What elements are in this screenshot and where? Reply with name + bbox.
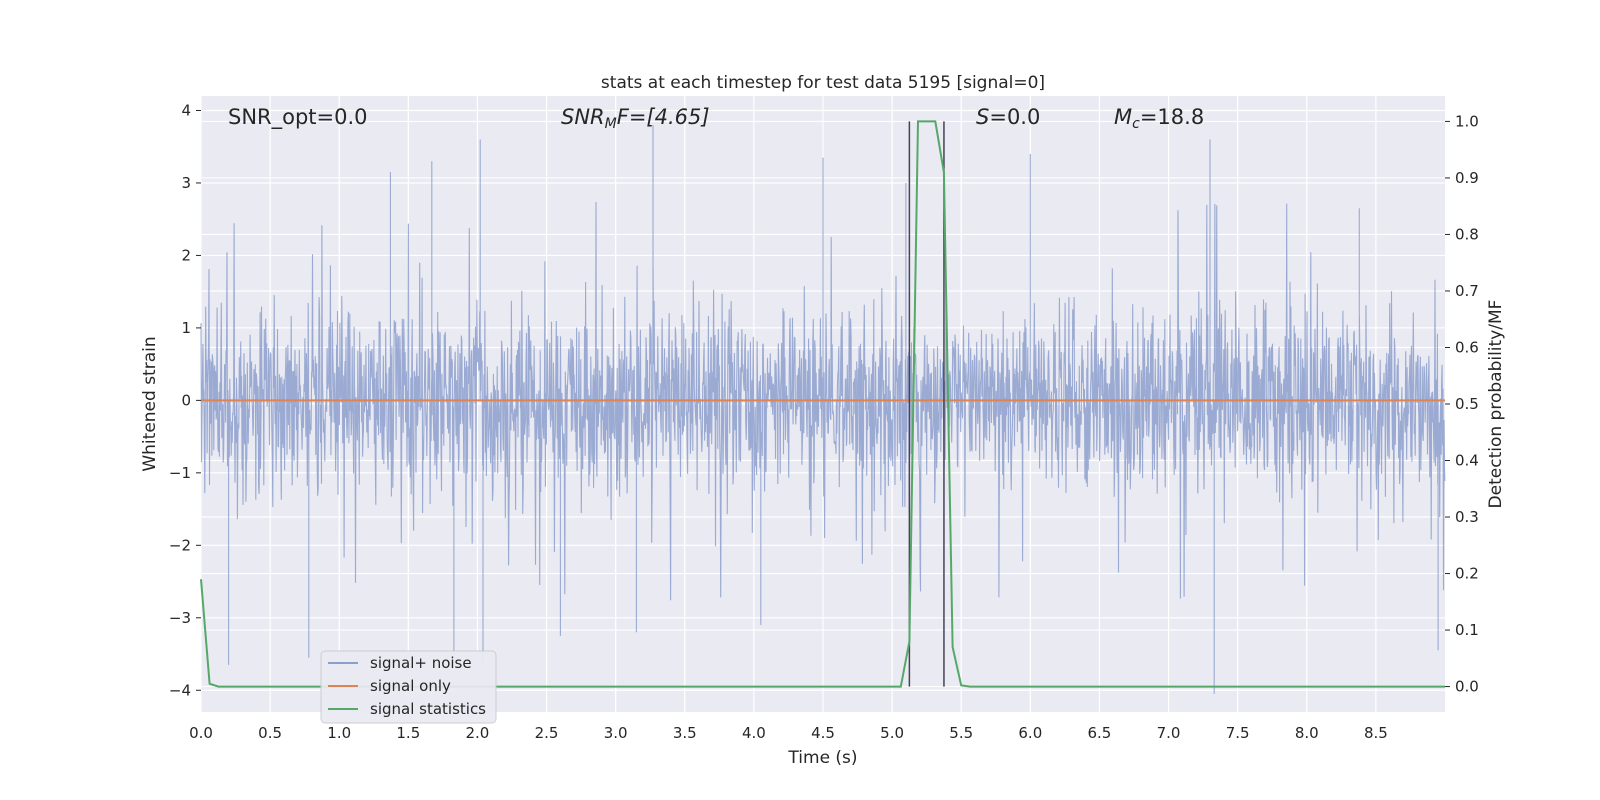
y2-tick-0.8: 0.8: [1455, 225, 1479, 243]
y-tick-3: 3: [181, 174, 191, 192]
x-tick-1.5: 1.5: [396, 724, 420, 742]
annotation-snr-opt: SNR_opt=0.0: [228, 105, 368, 130]
tick-labels: 0.0 0.5 1.0 1.5 2.0 2.5 3.0 3.5 4.0 4.5 5.0 5.5 6.0 6…: [169, 101, 1479, 742]
annotation-mc: Mc=18.8: [1114, 105, 1204, 132]
x-tick-2.0: 2.0: [466, 724, 490, 742]
x-tick-5.5: 5.5: [949, 724, 973, 742]
x-tick-8.5: 8.5: [1364, 724, 1388, 742]
y-tick-−4: −4: [169, 681, 191, 699]
y-tick-−2: −2: [169, 536, 191, 554]
y-tick-−1: −1: [169, 464, 191, 482]
y-tick-4: 4: [181, 101, 191, 119]
legend-label-signal-only: signal only: [370, 677, 451, 695]
y-tick-2: 2: [181, 246, 191, 264]
x-tick-8.0: 8.0: [1295, 724, 1319, 742]
y2-tick-0.0: 0.0: [1455, 678, 1479, 696]
x-tick-7.5: 7.5: [1226, 724, 1250, 742]
x-tick-7.0: 7.0: [1157, 724, 1181, 742]
y-axis-label: Whitened strain: [140, 336, 160, 471]
x-axis-label: Time (s): [787, 748, 857, 768]
y2-tick-0.9: 0.9: [1455, 169, 1479, 187]
legend: signal+ noise signal only signal statist…: [320, 650, 497, 724]
legend-box: [320, 650, 497, 724]
x-tick-3.0: 3.0: [604, 724, 628, 742]
annotation-s: S=0.0: [976, 105, 1040, 129]
x-tick-2.5: 2.5: [535, 724, 559, 742]
x-tick-4.0: 4.0: [742, 724, 766, 742]
x-tick-5.0: 5.0: [880, 724, 904, 742]
y2-tick-0.3: 0.3: [1455, 508, 1479, 526]
x-tick-3.5: 3.5: [673, 724, 697, 742]
noise-line: [200, 125, 1446, 694]
x-tick-4.5: 4.5: [811, 724, 835, 742]
legend-label-signal-noise: signal+ noise: [370, 654, 472, 672]
x-tick-1.0: 1.0: [327, 724, 351, 742]
x-tick-6.5: 6.5: [1088, 724, 1112, 742]
annotation-snr-mf: SNRMF=[4.65]: [561, 105, 710, 132]
x-tick-6.0: 6.0: [1018, 724, 1042, 742]
y2-tick-1.0: 1.0: [1455, 112, 1479, 130]
x-tick-0.0: 0.0: [189, 724, 213, 742]
y2-tick-0.5: 0.5: [1455, 395, 1479, 413]
y-tick-0: 0: [181, 391, 191, 409]
legend-label-signal-statistics: signal statistics: [370, 700, 486, 718]
series-signal-noise: [200, 125, 1446, 694]
y-tick-1: 1: [181, 319, 191, 337]
y2-tick-0.4: 0.4: [1455, 452, 1479, 470]
y2-tick-0.7: 0.7: [1455, 282, 1479, 300]
chart-title: stats at each timestep for test data 519…: [601, 73, 1045, 93]
x-tick-0.5: 0.5: [258, 724, 282, 742]
y2-tick-0.1: 0.1: [1455, 621, 1479, 639]
y-tick-−3: −3: [169, 609, 191, 627]
y2-tick-0.2: 0.2: [1455, 565, 1479, 583]
y2-axis-label: Detection probability/MF: [1486, 300, 1506, 509]
y2-tick-0.6: 0.6: [1455, 338, 1479, 356]
